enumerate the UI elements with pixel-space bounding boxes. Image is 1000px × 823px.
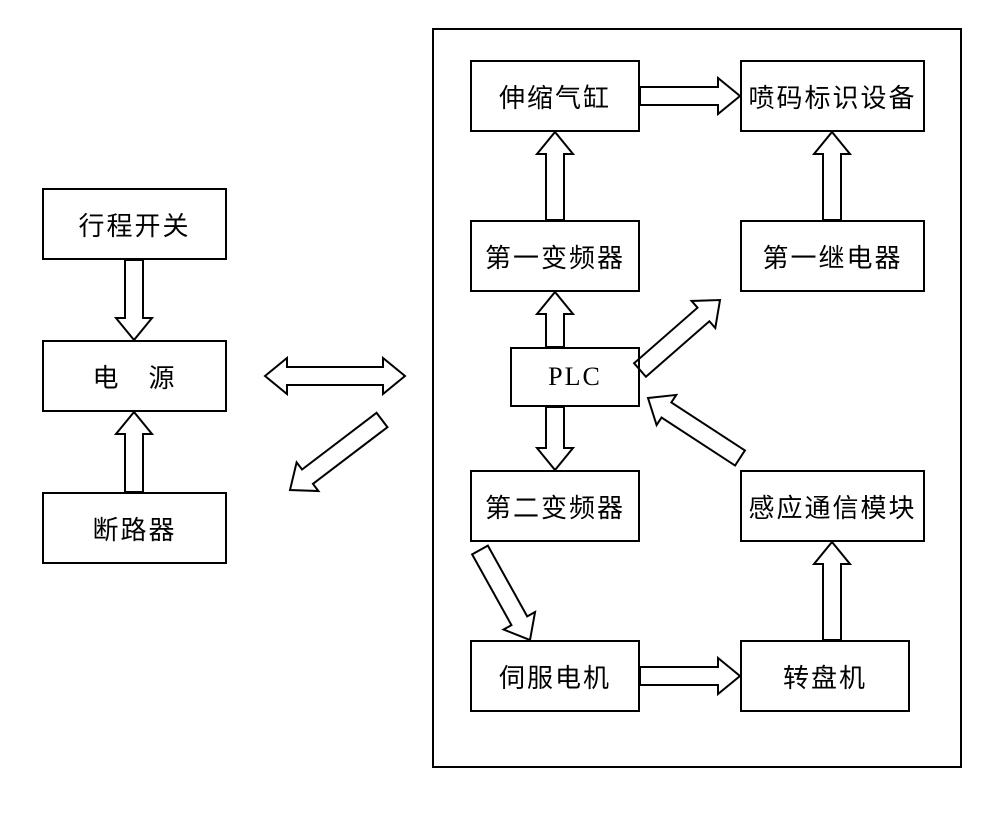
node-cylinder: 伸缩气缸 [470, 60, 640, 132]
node-vfd2: 第二变频器 [470, 470, 640, 542]
node-breaker: 断路器 [42, 492, 227, 564]
arrow [265, 358, 405, 394]
node-label: 伸缩气缸 [499, 78, 611, 115]
node-label: 伺服电机 [499, 658, 611, 695]
node-comm: 感应通信模块 [740, 470, 925, 542]
arrow [116, 260, 152, 340]
arrow [116, 412, 152, 492]
node-travel_switch: 行程开关 [42, 188, 227, 260]
node-label: 转盘机 [783, 658, 867, 695]
node-label: PLC [548, 362, 602, 392]
node-turntable: 转盘机 [740, 640, 910, 712]
node-vfd1: 第一变频器 [470, 220, 640, 292]
node-label: 第二变频器 [485, 488, 625, 525]
node-label: 第一继电器 [762, 238, 902, 275]
node-plc: PLC [510, 347, 640, 407]
node-label: 喷码标识设备 [748, 78, 916, 115]
node-label: 行程开关 [78, 206, 190, 243]
node-marking: 喷码标识设备 [740, 60, 925, 132]
node-label: 电 源 [92, 358, 176, 395]
arrow [290, 413, 387, 491]
node-label: 感应通信模块 [748, 488, 916, 525]
node-label: 第一变频器 [485, 238, 625, 275]
node-power: 电 源 [42, 340, 227, 412]
node-servo: 伺服电机 [470, 640, 640, 712]
node-relay1: 第一继电器 [740, 220, 925, 292]
node-label: 断路器 [92, 510, 176, 547]
